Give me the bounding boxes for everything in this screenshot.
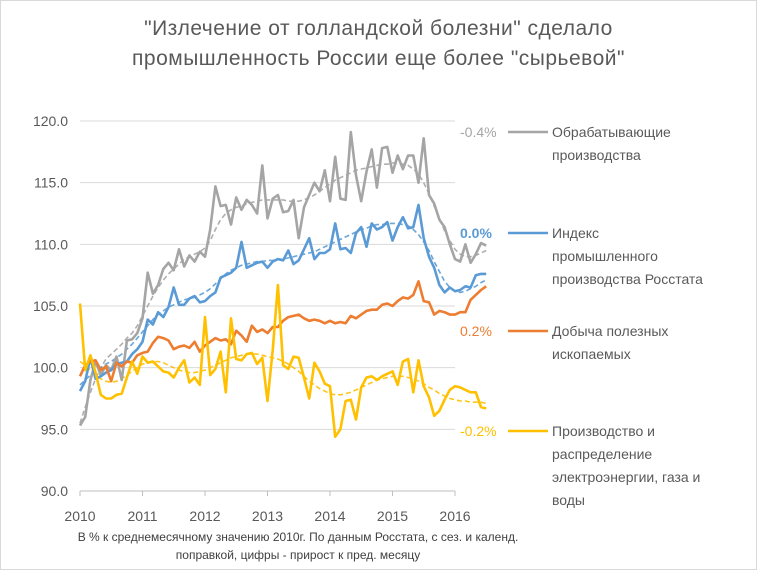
x-tick-label: 2011 xyxy=(127,508,157,524)
x-axis-ticks: 2010 2011 2012 2013 2014 2015 2016 xyxy=(64,491,471,524)
last-change-label-manufacturing: -0.4% xyxy=(460,124,497,140)
legend-label-utilities: распределение xyxy=(552,446,652,462)
x-tick-label: 2013 xyxy=(252,508,283,524)
chart-title: "Излечение от голландской болезни" сдела… xyxy=(0,14,757,74)
legend-label-index: промышленного xyxy=(552,248,658,264)
trend-line-manufacturing xyxy=(79,162,487,424)
series-line-utilities xyxy=(78,283,487,438)
last-change-label-index: 0.0% xyxy=(460,225,492,241)
x-tick-label: 2012 xyxy=(189,508,220,524)
y-tick-label: 90.0 xyxy=(41,483,68,499)
y-tick-label: 105.0 xyxy=(33,298,68,314)
footnote: В % к среднемесячному значению 2010г. По… xyxy=(8,528,588,564)
series-lines xyxy=(78,130,487,438)
legend-label-utilities: Производство и xyxy=(552,423,655,439)
chart-title-line2: промышленность России еще более "сырьево… xyxy=(132,47,625,70)
series-line-manufacturing xyxy=(78,130,487,427)
y-tick-label: 95.0 xyxy=(41,421,68,437)
chart-title-line1: "Излечение от голландской болезни" сдела… xyxy=(144,17,613,40)
legend-label-utilities: электроэнергии, газа и xyxy=(552,469,700,485)
legend-label-utilities: воды xyxy=(552,492,585,508)
x-tick-label: 2014 xyxy=(314,508,345,524)
trend-line-index xyxy=(79,222,487,386)
legend-label-index: производства Росстата xyxy=(552,271,703,287)
footnote-line1: В % к среднемесячному значению 2010г. По… xyxy=(77,530,519,544)
footnote-line2: поправкой, цифры - прирост к пред. месяц… xyxy=(175,548,421,562)
x-tick-label: 2010 xyxy=(64,508,95,524)
legend-label-index: Индекс xyxy=(552,225,599,241)
legend: -0.4% Обрабатывающие производства 0.0% Индек… xyxy=(460,124,703,508)
x-tick-label: 2015 xyxy=(377,508,408,524)
series-line-mining xyxy=(78,280,487,383)
legend-label-manufacturing: Обрабатывающие xyxy=(552,124,671,140)
last-change-label-utilities: -0.2% xyxy=(460,423,497,439)
legend-label-mining: ископаемых xyxy=(552,346,631,362)
y-tick-label: 115.0 xyxy=(34,175,68,191)
legend-label-manufacturing: производства xyxy=(552,147,641,163)
series-line-index xyxy=(78,203,487,392)
trend-lines xyxy=(79,162,487,424)
legend-label-mining: Добыча полезных xyxy=(552,323,668,339)
last-change-label-mining: 0.2% xyxy=(460,323,492,339)
y-tick-label: 120.0 xyxy=(33,113,68,129)
y-tick-label: 100.0 xyxy=(33,360,68,376)
y-axis-ticks: 90.0 95.0 100.0 105.0 110.0 115.0 120.0 xyxy=(33,113,68,499)
gridlines xyxy=(80,120,455,492)
x-tick-label: 2016 xyxy=(439,508,470,524)
y-tick-label: 110.0 xyxy=(34,236,68,252)
